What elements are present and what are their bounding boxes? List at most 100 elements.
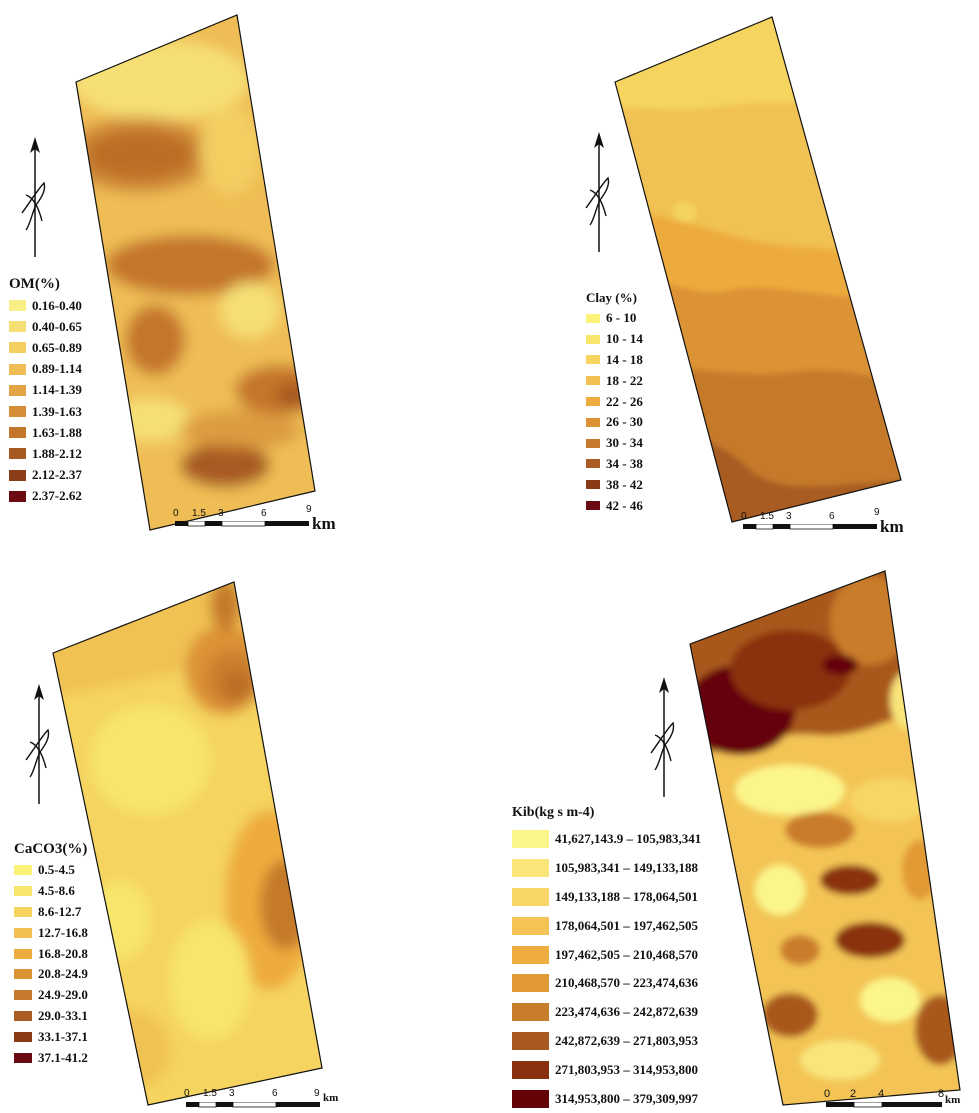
legend-item: 10 - 14 <box>586 329 643 350</box>
scale-tick-label: 0 <box>173 508 179 519</box>
legend-label: 1.63-1.88 <box>32 424 82 440</box>
legend-item: 149,133,188 – 178,064,501 <box>512 883 701 912</box>
legend-label: 314,953,800 – 379,309,997 <box>555 1090 698 1106</box>
legend-label: 0.65-0.89 <box>32 339 82 355</box>
legend-label: 24.9-29.0 <box>38 987 88 1003</box>
legend-label: 223,474,636 – 242,872,639 <box>555 1004 698 1020</box>
caco3-map-boundary <box>52 581 323 1106</box>
legend-swatch <box>512 1031 549 1050</box>
kib-map-panel: Kib(kg s m-4) 41,627,143.9 – 105,983,341… <box>490 560 979 1108</box>
legend-swatch <box>586 501 600 511</box>
kib-legend: Kib(kg s m-4) 41,627,143.9 – 105,983,341… <box>512 805 701 1113</box>
scale-tick-label: 9 <box>874 507 880 518</box>
legend-item: 33.1-37.1 <box>14 1026 88 1047</box>
legend-item: 22 - 26 <box>586 391 643 412</box>
caco3-map <box>52 581 323 1106</box>
legend-swatch <box>9 490 26 502</box>
legend-item: 6 - 10 <box>586 308 643 329</box>
legend-swatch <box>9 427 26 439</box>
legend-item: 1.14-1.39 <box>9 380 82 401</box>
legend-item: 314,953,800 – 379,309,997 <box>512 1084 701 1113</box>
legend-label: 1.88-2.12 <box>32 445 82 461</box>
legend-swatch <box>512 1089 549 1108</box>
north-arrow-icon <box>585 132 610 252</box>
legend-swatch <box>14 886 32 897</box>
legend-label: 12.7-16.8 <box>38 924 88 940</box>
legend-swatch <box>14 927 32 938</box>
legend-swatch <box>512 830 549 849</box>
scale-tick-label: 8 <box>938 1088 945 1100</box>
legend-item: 14 - 18 <box>586 350 643 371</box>
legend-swatch <box>14 1052 32 1063</box>
kib-map <box>689 570 961 1106</box>
legend-item: 0.89-1.14 <box>9 359 82 380</box>
legend-swatch <box>14 990 32 1001</box>
north-arrow-icon <box>21 137 46 257</box>
legend-item: 38 - 42 <box>586 474 643 495</box>
caco3-scale-bar: 0 1.5 3 6 9 km <box>184 1088 356 1108</box>
scale-tick-label: 1.5 <box>760 511 774 522</box>
caco3-legend-title: CaCO3(%) <box>14 841 88 857</box>
legend-label: 0.40-0.65 <box>32 318 82 334</box>
legend-item: 197,462,505 – 210,468,570 <box>512 940 701 969</box>
scale-tick-label: 2 <box>850 1088 857 1100</box>
legend-swatch <box>512 974 549 993</box>
legend-swatch <box>9 469 26 481</box>
legend-item: 0.65-0.89 <box>9 337 82 358</box>
clay-legend-title: Clay (%) <box>586 290 637 305</box>
legend-swatch <box>14 906 32 917</box>
legend-label: 0.5-4.5 <box>38 862 75 878</box>
legend-item: 20.8-24.9 <box>14 964 88 985</box>
legend-swatch <box>14 969 32 980</box>
legend-item: 37.1-41.2 <box>14 1047 88 1068</box>
legend-swatch <box>512 887 549 906</box>
legend-label: 30 - 34 <box>606 435 643 451</box>
legend-label: 149,133,188 – 178,064,501 <box>555 888 698 904</box>
legend-label: 0.16-0.40 <box>32 297 82 313</box>
legend-label: 4.5-8.6 <box>38 883 75 899</box>
caco3-legend: CaCO3(%) 0.5-4.5 4.5-8.6 8.6-12.7 12.7-16.8… <box>14 841 88 1068</box>
legend-swatch <box>9 363 26 375</box>
legend-item: 242,872,639 – 271,803,953 <box>512 1027 701 1056</box>
scale-tick-label: 3 <box>218 508 224 519</box>
legend-item: 26 - 30 <box>586 412 643 433</box>
scale-unit: km <box>880 517 904 536</box>
legend-swatch <box>512 1003 549 1022</box>
legend-item: 271,803,953 – 314,953,800 <box>512 1055 701 1084</box>
legend-item: 223,474,636 – 242,872,639 <box>512 998 701 1027</box>
om-legend-title: OM(%) <box>9 276 60 292</box>
legend-label: 105,983,341 – 149,133,188 <box>555 860 698 876</box>
legend-label: 22 - 26 <box>606 393 643 409</box>
legend-label: 1.39-1.63 <box>32 403 82 419</box>
scale-tick-label: 9 <box>314 1088 320 1099</box>
legend-swatch <box>512 859 549 878</box>
legend-swatch <box>14 1031 32 1042</box>
scale-tick-label: 4 <box>878 1088 885 1100</box>
legend-swatch <box>9 384 26 396</box>
legend-item: 34 - 38 <box>586 454 643 475</box>
legend-swatch <box>14 948 32 959</box>
legend-item: 178,064,501 – 197,462,505 <box>512 911 701 940</box>
clay-scale-bar: 0 1.5 3 6 9 km <box>741 507 913 541</box>
legend-label: 2.37-2.62 <box>32 488 82 504</box>
legend-swatch <box>14 865 32 876</box>
legend-swatch <box>586 417 600 427</box>
legend-item: 30 - 34 <box>586 433 643 454</box>
clay-legend: Clay (%) 6 - 10 10 - 14 14 - 18 18 - 22 22 -… <box>586 290 643 516</box>
legend-swatch <box>586 334 600 344</box>
legend-swatch <box>512 1060 549 1079</box>
om-map <box>75 14 316 531</box>
legend-label: 197,462,505 – 210,468,570 <box>555 946 698 962</box>
scale-unit: km <box>323 1092 339 1104</box>
legend-label: 14 - 18 <box>606 351 643 367</box>
legend-swatch <box>9 406 26 418</box>
legend-label: 16.8-20.8 <box>38 945 88 961</box>
scale-unit: km <box>312 514 336 533</box>
legend-label: 0.89-1.14 <box>32 361 82 377</box>
legend-item: 2.12-2.37 <box>9 465 82 486</box>
legend-label: 34 - 38 <box>606 455 643 471</box>
legend-item: 0.16-0.40 <box>9 295 82 316</box>
legend-item: 1.63-1.88 <box>9 422 82 443</box>
scale-tick-label: 9 <box>306 504 312 515</box>
scale-tick-label: 1.5 <box>203 1088 217 1099</box>
